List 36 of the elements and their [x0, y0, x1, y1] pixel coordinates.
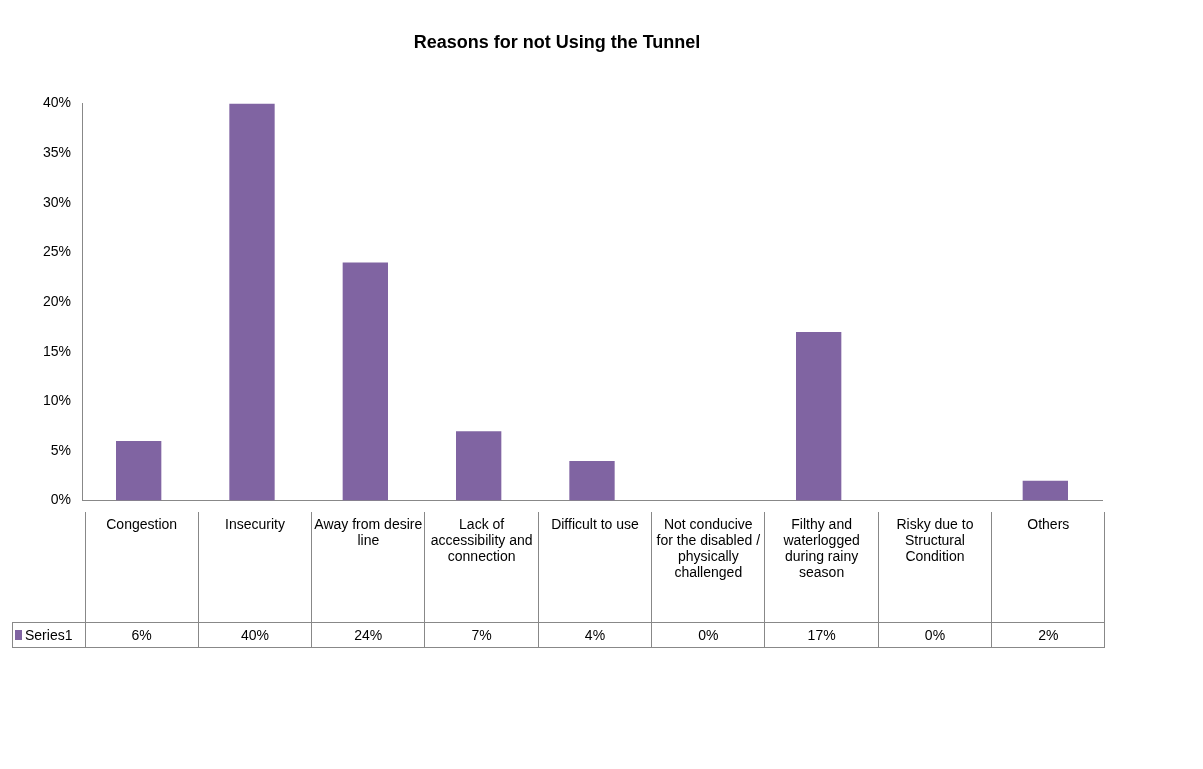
x-tick-label: Insecurity: [198, 512, 312, 622]
y-tick-label: 35%: [42, 144, 71, 161]
data-label: 17%: [764, 622, 879, 647]
y-tick-label: 5%: [50, 441, 71, 458]
data-label: 6%: [85, 622, 199, 647]
bar: [456, 431, 502, 501]
data-label: 7%: [424, 622, 539, 647]
x-tick-label: Difficult to use: [538, 512, 652, 622]
bar: [116, 441, 162, 501]
x-tick-label: Congestion: [85, 512, 199, 622]
y-tick-label: 0%: [50, 491, 71, 508]
data-label: 24%: [311, 622, 425, 647]
y-tick-label: 25%: [42, 243, 71, 260]
x-tick-label: Not conducive for the disabled / physically challenged: [651, 512, 765, 622]
y-tick-label: 40%: [42, 94, 71, 111]
bar: [1022, 480, 1068, 501]
chart-title: Reasons for not Using the Tunnel: [413, 31, 701, 52]
bar: [229, 103, 275, 501]
x-tick-label: Away from desire line: [311, 512, 425, 622]
data-label: 2%: [991, 622, 1105, 647]
data-label: 0%: [651, 622, 765, 647]
y-tick-label: 10%: [42, 392, 71, 409]
x-tick-label: Lack of accessibility and connection: [424, 512, 539, 622]
data-label: 4%: [538, 622, 652, 647]
bar: [569, 460, 615, 501]
data-label: 40%: [198, 622, 312, 647]
bar: [342, 262, 388, 501]
x-tick-label: Filthy and waterlogged during rainy season: [764, 512, 879, 622]
data-label: 0%: [878, 622, 992, 647]
y-tick-label: 30%: [42, 193, 71, 210]
y-tick-label: 15%: [42, 342, 71, 359]
bar: [796, 331, 842, 501]
x-tick-label: Others: [991, 512, 1105, 622]
y-tick-label: 20%: [42, 292, 71, 309]
x-tick-label: Risky due to Structural Condition: [878, 512, 992, 622]
legend-label: Series1: [12, 622, 85, 647]
